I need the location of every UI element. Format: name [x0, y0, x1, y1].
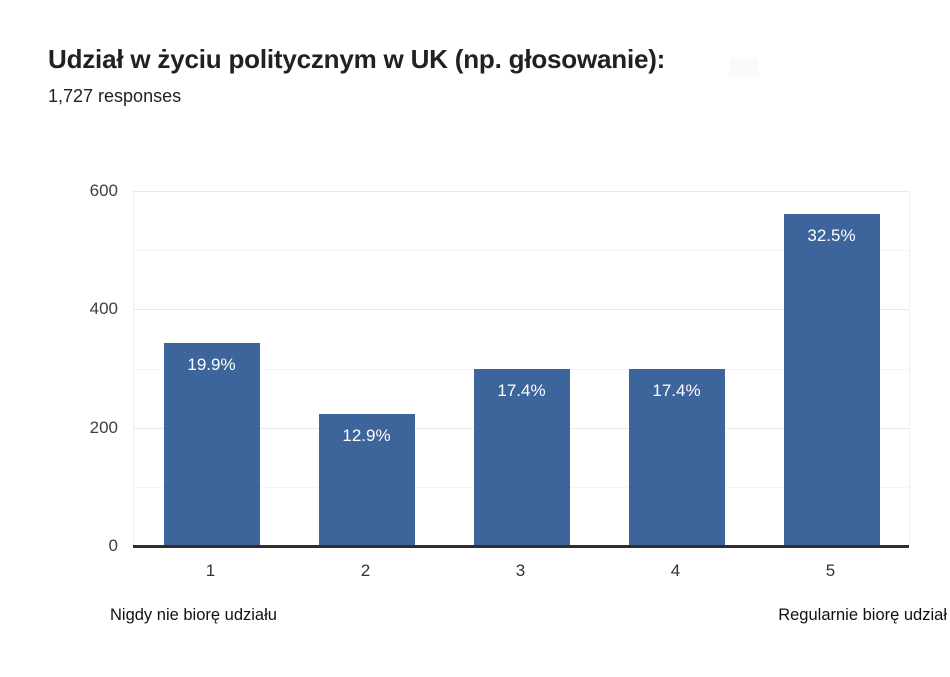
bar-percent-label: 17.4%: [652, 380, 701, 400]
gridline-400: [134, 309, 909, 311]
plot-area: 19.9% 12.9% 17.4% 17.4% 32.5%: [133, 191, 910, 546]
gridline-500: [134, 250, 909, 252]
x-axis-label-1: 1: [205, 561, 216, 580]
y-axis-label-400: 400: [89, 299, 118, 319]
x-axis-label-3: 3: [515, 561, 526, 580]
x-axis-line: [133, 545, 909, 548]
bar-1: 19.9%: [163, 343, 260, 546]
bar-2: 12.9%: [318, 414, 415, 546]
x-axis-min-label: Nigdy nie biorę udziału: [110, 606, 277, 624]
bar-percent-label: 32.5%: [807, 226, 856, 246]
bar-3: 17.4%: [473, 368, 570, 546]
title-ghost-highlight: [729, 57, 759, 77]
bar-percent-label: 12.9%: [342, 426, 391, 446]
x-axis-label-4: 4: [670, 561, 681, 580]
bar-percent-label: 17.4%: [497, 380, 546, 400]
y-axis-label-600: 600: [89, 181, 118, 200]
y-axis-label-0: 0: [108, 536, 118, 555]
chart-title: Udział w życiu politycznym w UK (np. gło…: [48, 44, 666, 74]
bar-4: 17.4%: [628, 368, 725, 546]
x-axis-label-5: 5: [825, 561, 836, 580]
y-axis-label-200: 200: [89, 417, 118, 437]
x-axis-max-label: Regularnie biorę udział: [778, 606, 947, 624]
response-count: 1,727 responses: [48, 86, 182, 106]
gridline-600: [134, 191, 909, 192]
bar-5: 32.5%: [783, 214, 880, 546]
x-axis-label-2: 2: [360, 561, 371, 580]
bar-percent-label: 19.9%: [187, 355, 236, 375]
x-axis-end-labels: Nigdy nie biorę udziału Regularnie biorę…: [110, 606, 947, 625]
